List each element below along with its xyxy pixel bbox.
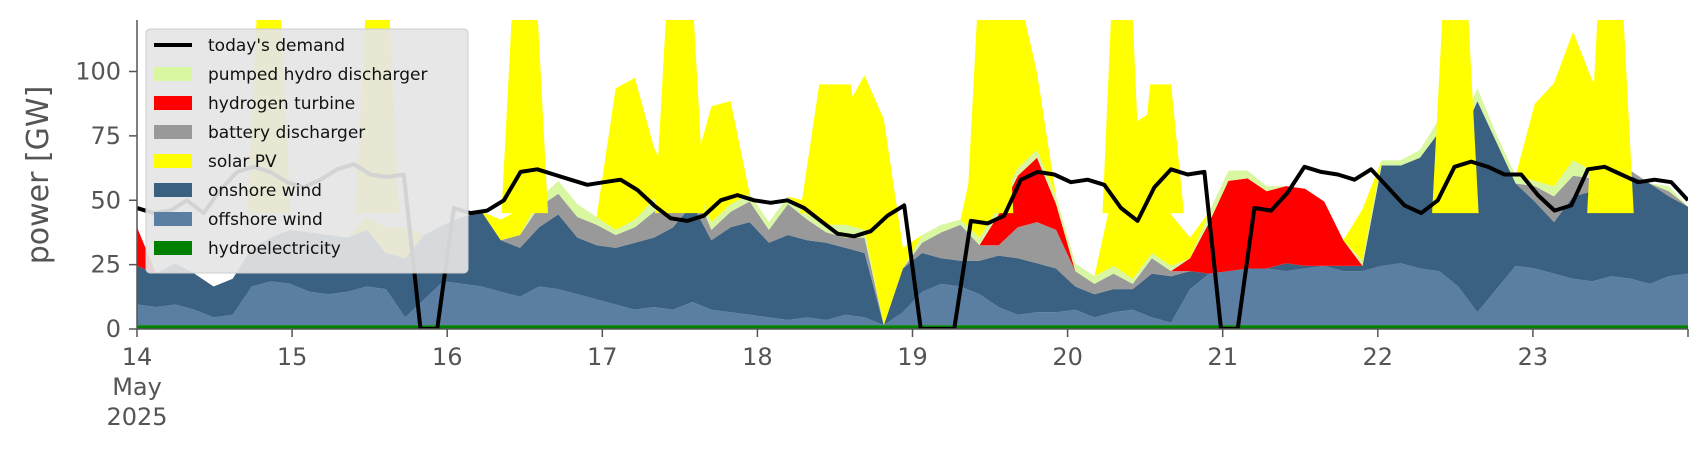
legend-swatch-6 (154, 212, 192, 226)
y-tick-label-25: 25 (90, 251, 121, 279)
solar-peak-7 (1137, 84, 1184, 214)
x-tick-label-22: 22 (1363, 343, 1394, 371)
y-tick-label-0: 0 (106, 315, 121, 343)
x-tick-sublabel-1: 2025 (106, 403, 167, 431)
legend-label-5: onshore wind (208, 181, 322, 201)
legend-swatch-3 (154, 125, 192, 139)
x-tick-label-14: 14 (122, 343, 153, 371)
x-tick-label-19: 19 (897, 343, 928, 371)
solar-peak-6 (1102, 20, 1142, 214)
solar-peak-9 (1587, 20, 1634, 214)
legend-label-6: offshore wind (208, 210, 323, 230)
legend-swatch-4 (154, 154, 192, 168)
x-tick-label-18: 18 (742, 343, 773, 371)
legend-box (145, 28, 469, 274)
x-tick-label-20: 20 (1052, 343, 1083, 371)
solar-peak-5 (966, 20, 1014, 214)
solar-peak-8 (1432, 20, 1479, 214)
solar-peak-3 (655, 20, 705, 214)
x-tick-sublabel-0: May (112, 373, 162, 401)
legend-swatch-1 (154, 67, 192, 81)
x-tick-label-23: 23 (1518, 343, 1549, 371)
legend-swatch-7 (154, 241, 192, 255)
legend-label-3: battery discharger (208, 123, 365, 143)
y-axis-title: power [GW] (21, 86, 56, 265)
solar-peak-4 (800, 84, 870, 214)
legend-label-4: solar PV (208, 152, 277, 172)
legend-label-1: pumped hydro discharger (208, 65, 427, 85)
x-tick-label-16: 16 (432, 343, 463, 371)
legend-swatch-2 (154, 96, 192, 110)
solar-peak-2 (501, 20, 549, 214)
legend-label-0: today's demand (208, 36, 345, 56)
area-offshore-wind (137, 263, 1688, 326)
y-tick-label-100: 100 (75, 58, 121, 86)
legend-label-7: hydroelectricity (208, 239, 341, 259)
area-onshore-wind (137, 101, 1688, 326)
x-tick-label-15: 15 (277, 343, 308, 371)
legend-label-2: hydrogen turbine (208, 94, 355, 114)
x-tick-label-21: 21 (1207, 343, 1238, 371)
area-solar-pv (137, 20, 1688, 326)
y-tick-label-50: 50 (90, 186, 121, 214)
y-tick-label-75: 75 (90, 122, 121, 150)
legend-swatch-5 (154, 183, 192, 197)
x-tick-label-17: 17 (587, 343, 618, 371)
legend: today's demand pumped hydro discharger hyd… (145, 28, 469, 274)
area-hydroelectricity (137, 325, 1688, 329)
